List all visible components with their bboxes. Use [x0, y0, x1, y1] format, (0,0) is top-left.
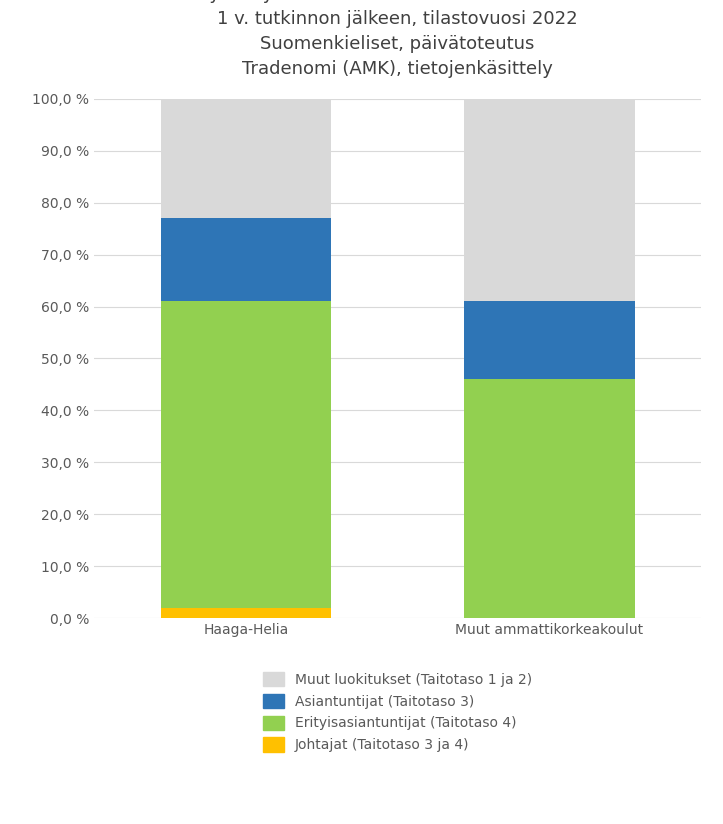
Bar: [161, 607, 331, 618]
Bar: [161, 99, 331, 218]
Bar: [161, 302, 331, 607]
Legend: Muut luokitukset (Taitotaso 1 ja 2), Asiantuntijat (Taitotaso 3), Erityisasiantu: Muut luokitukset (Taitotaso 1 ja 2), Asi…: [257, 667, 538, 757]
Bar: [161, 218, 331, 302]
Title: Työllistyminen ammattiluokituksen mukaan
1 v. tutkinnon jälkeen, tilastovuosi 20: Työllistyminen ammattiluokituksen mukaan…: [201, 0, 594, 78]
Bar: [464, 379, 635, 618]
Bar: [464, 99, 635, 302]
Bar: [464, 302, 635, 379]
